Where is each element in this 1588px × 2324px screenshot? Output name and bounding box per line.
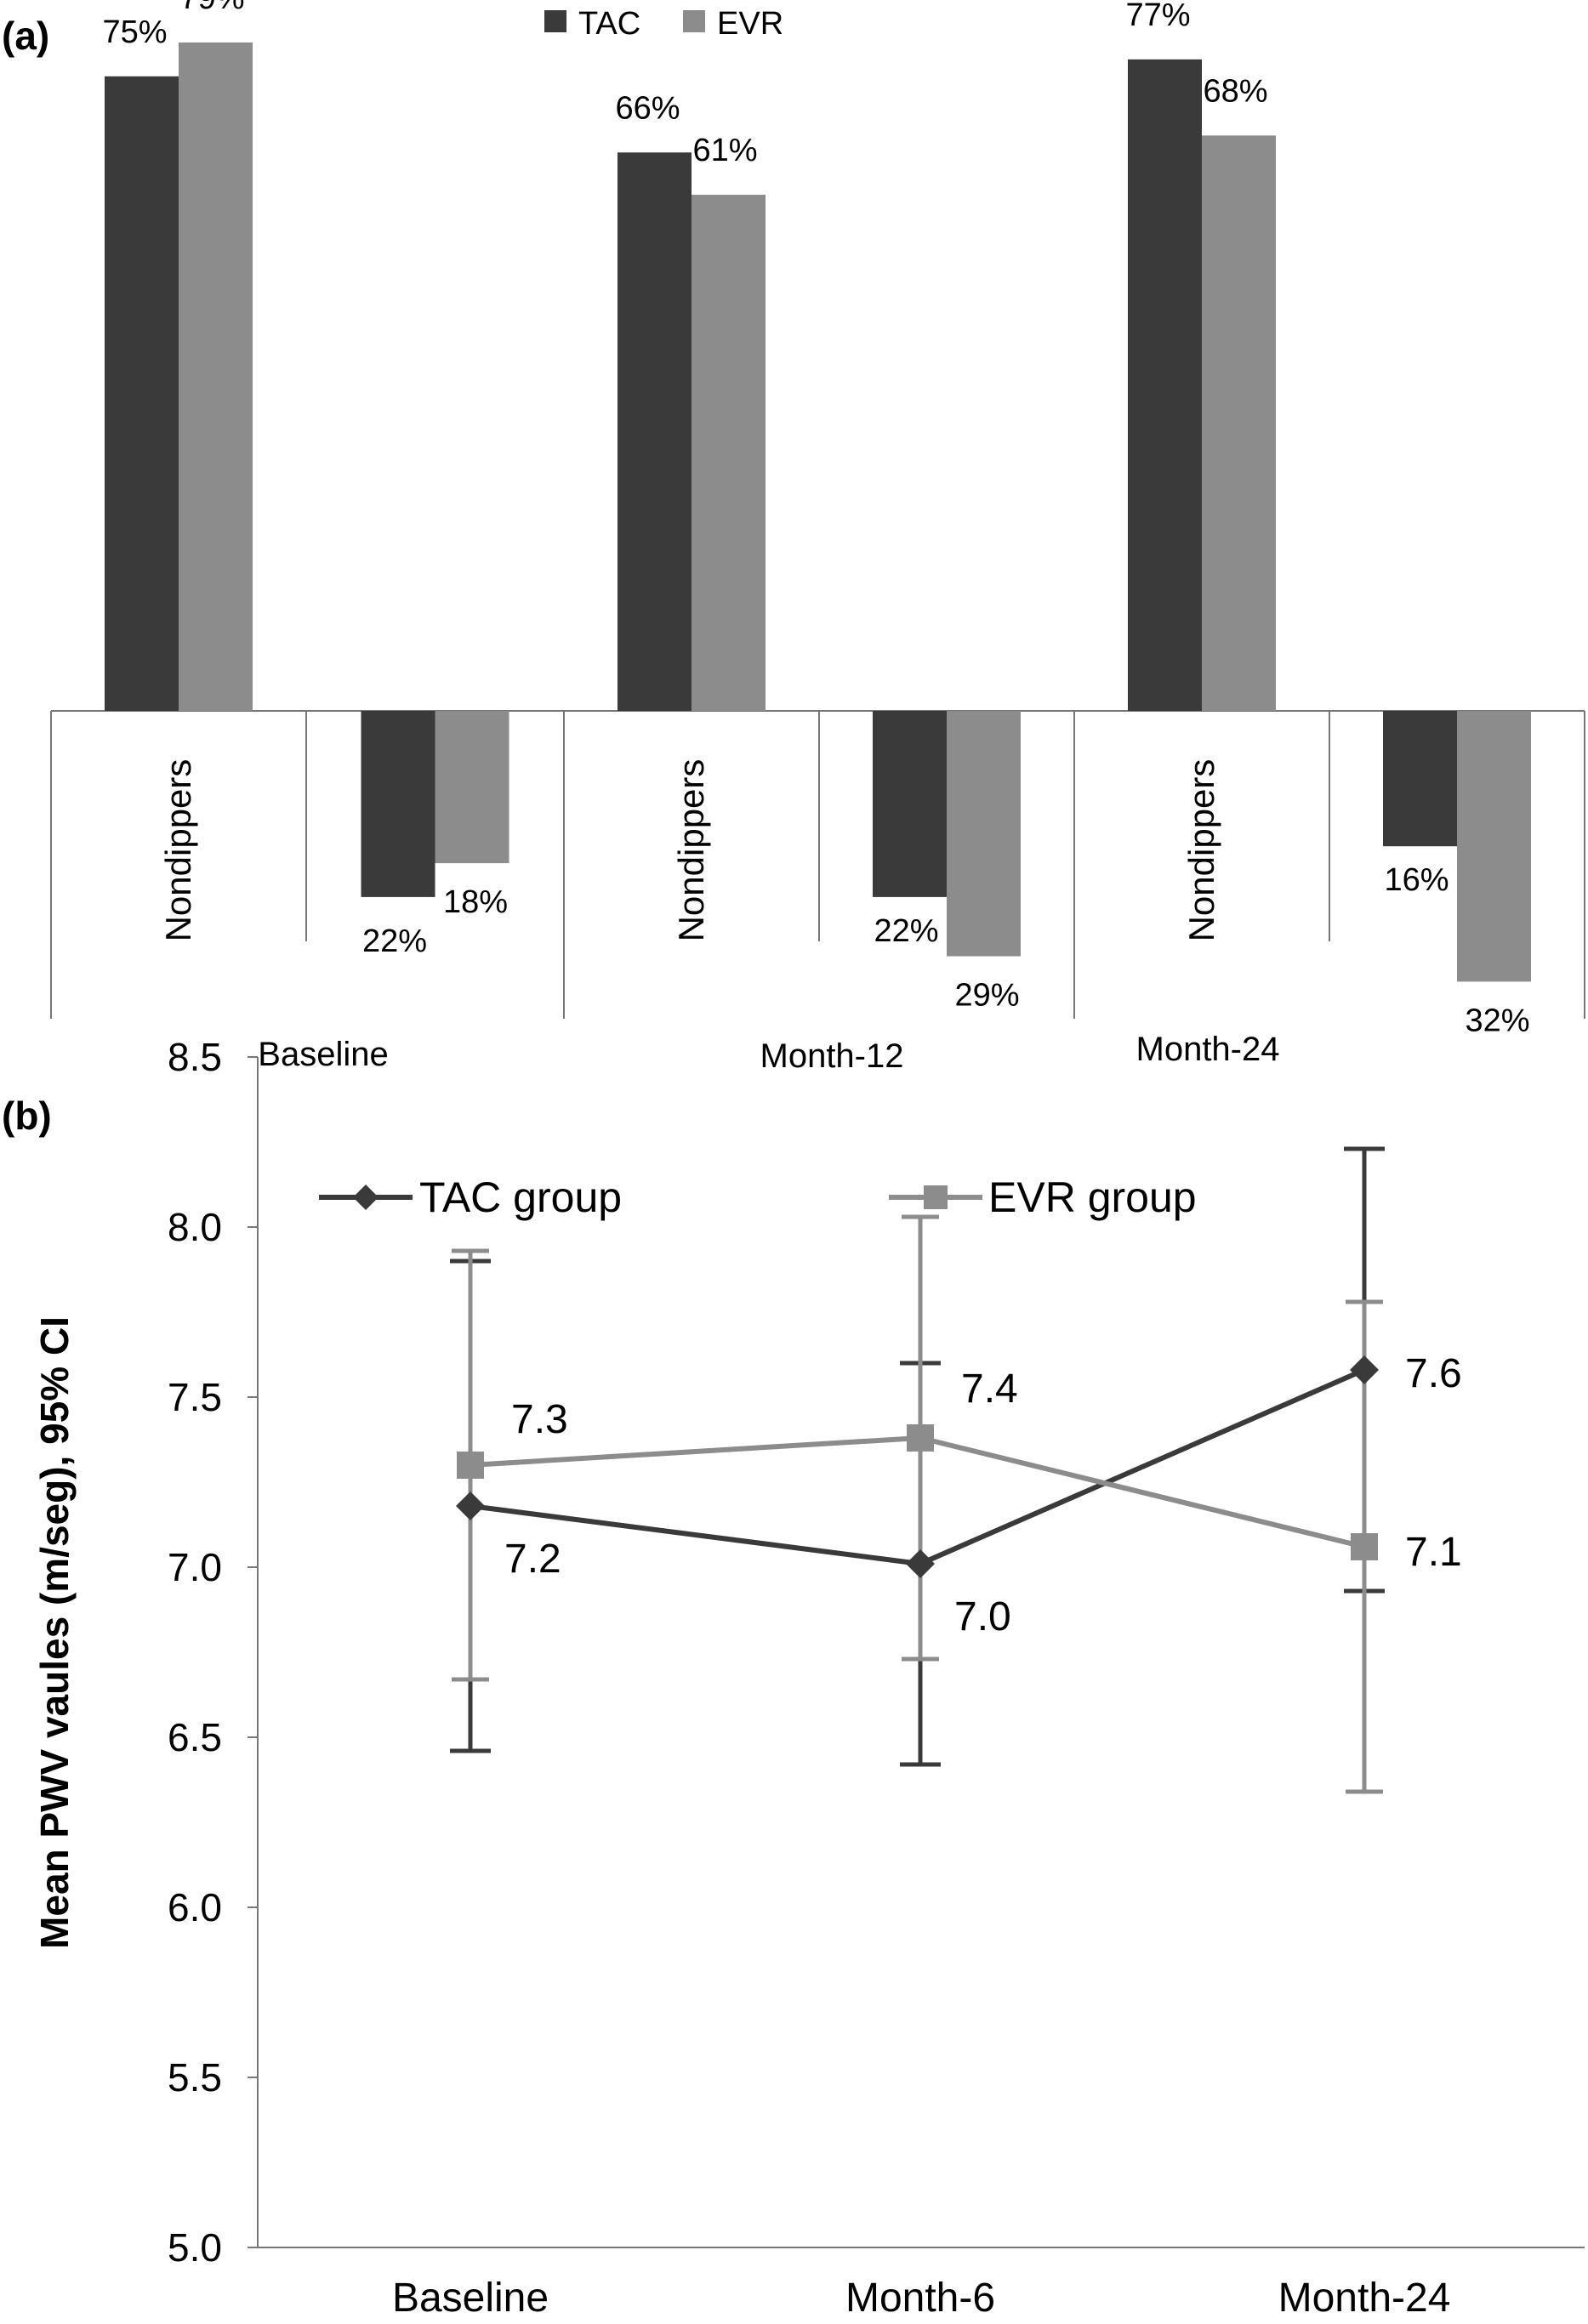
data-label-evr: 7.1	[1405, 1530, 1462, 1575]
bar-evr	[947, 711, 1021, 957]
line-chart-panel-b: 5.0 5.5 6.0 6.5 7.0 7.5 8.0 8.5 Baseline Month-6 M…	[32, 1035, 1585, 2321]
bar-chart-panel-a: TAC EVR Baseline 75% 79% Nondippers 22% 18% Mont…	[50, 0, 1585, 1075]
bar-tac	[1383, 711, 1457, 847]
bar-evr	[1202, 135, 1276, 711]
data-point-tac	[1350, 1355, 1379, 1384]
y-tick-label: 8.5	[168, 1035, 222, 1079]
category-label-nondippers: Nondippers	[1181, 759, 1221, 942]
y-tick-label: 5.5	[168, 2055, 222, 2100]
series-line-evr	[470, 1435, 1365, 1549]
legend-swatch-evr	[683, 10, 705, 32]
data-label-evr: 79%	[179, 0, 244, 16]
data-point-tac	[906, 1549, 935, 1578]
data-label-tac: 16%	[1384, 862, 1449, 898]
legend-label-tac: TAC group	[419, 1173, 622, 1221]
y-tick-label: 8.0	[168, 1205, 222, 1249]
bar-tac	[1128, 59, 1202, 712]
y-axis-title: Mean PWV vaules (m/seg), 95% CI	[32, 1316, 77, 1949]
group-label-month-24: Month-24	[1136, 1031, 1280, 1068]
x-tick-label: Baseline	[392, 2276, 549, 2321]
data-label-tac: 7.0	[954, 1594, 1011, 1639]
legend-label-evr: EVR group	[988, 1173, 1197, 1221]
bar-tac	[361, 711, 435, 897]
legend-marker-evr	[924, 1185, 948, 1209]
bar-evr	[179, 42, 253, 711]
panel-a-label: (a)	[2, 14, 49, 58]
legend-swatch-tac	[544, 10, 566, 32]
bar-evr	[692, 195, 766, 712]
group-label-baseline: Baseline	[258, 1036, 388, 1073]
data-label-tac: 22%	[874, 913, 938, 949]
data-label-evr: 7.3	[511, 1397, 568, 1442]
data-label-evr: 32%	[1465, 1003, 1529, 1038]
category-label-nondippers: Nondippers	[671, 759, 711, 942]
data-label-tac: 77%	[1125, 0, 1190, 33]
data-point-evr	[1351, 1533, 1378, 1560]
y-tick-label: 7.0	[168, 1545, 222, 1589]
series-line-tac	[470, 1367, 1366, 1567]
bar-tac	[618, 152, 692, 712]
data-label-tac: 75%	[102, 14, 167, 50]
y-tick-label: 6.0	[168, 1885, 222, 1929]
bar-tac	[873, 711, 947, 897]
data-label-evr: 68%	[1203, 73, 1267, 109]
data-label-evr: 7.4	[961, 1367, 1018, 1412]
bar-evr	[1457, 711, 1531, 982]
legend-marker-tac	[353, 1185, 379, 1210]
data-point-evr	[907, 1424, 934, 1452]
group-label-month-12: Month-12	[760, 1037, 904, 1075]
panel-b-label: (b)	[2, 1094, 52, 1138]
data-label-evr: 29%	[954, 978, 1019, 1014]
y-tick-label: 5.0	[168, 2225, 222, 2270]
data-label-evr: 61%	[692, 133, 757, 168]
legend-label-tac: TAC	[578, 6, 640, 42]
bar-tac	[105, 76, 179, 711]
x-tick-label: Month-6	[845, 2276, 995, 2321]
data-label-tac: 66%	[615, 90, 680, 126]
x-tick-label: Month-24	[1278, 2276, 1451, 2321]
data-label-evr: 18%	[443, 884, 508, 920]
y-tick-label: 6.5	[168, 1715, 222, 1759]
legend-label-evr: EVR	[717, 6, 783, 42]
data-point-evr	[457, 1452, 484, 1479]
data-point-tac	[456, 1492, 485, 1520]
data-label-tac: 7.6	[1405, 1351, 1462, 1396]
data-label-tac: 22%	[362, 923, 427, 959]
data-label-tac: 7.2	[504, 1537, 561, 1582]
category-label-nondippers: Nondippers	[158, 759, 198, 942]
y-tick-label: 7.5	[168, 1375, 222, 1419]
bar-evr	[435, 711, 509, 864]
